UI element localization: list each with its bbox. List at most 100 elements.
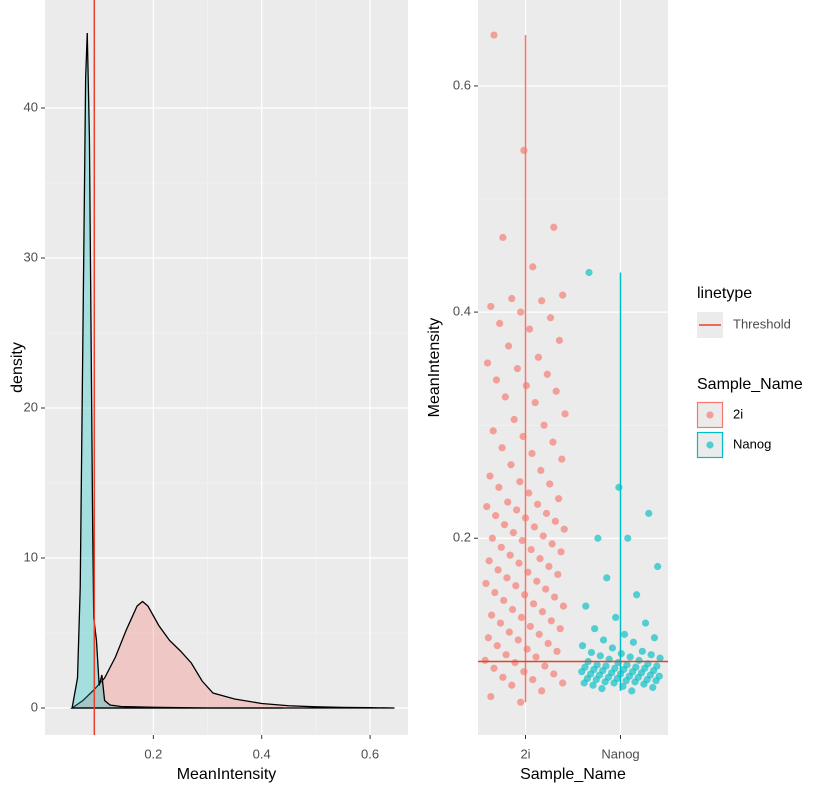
x-tick-label: 0.6 (361, 746, 379, 761)
point (492, 376, 501, 384)
point (548, 540, 556, 548)
point (492, 512, 500, 520)
point (499, 233, 507, 242)
legend-label: Nanog (733, 436, 771, 451)
point (620, 630, 629, 638)
point (507, 461, 515, 469)
point (514, 636, 522, 644)
y-tick-label: 40 (24, 99, 38, 114)
point (624, 534, 632, 542)
point (525, 325, 534, 333)
density-area (71, 32, 284, 709)
point (487, 302, 495, 311)
point (543, 370, 551, 378)
point (529, 600, 538, 608)
point (498, 444, 506, 452)
x-axis-title: Sample_Name (520, 766, 626, 783)
legend-title: linetype (697, 285, 752, 302)
point (640, 680, 648, 688)
point (511, 659, 519, 667)
point (615, 483, 623, 491)
point (485, 557, 493, 565)
point (508, 294, 516, 303)
y-tick-label: 0.2 (453, 530, 471, 545)
point (654, 562, 662, 571)
point (542, 509, 551, 517)
point (487, 611, 496, 619)
point (559, 602, 568, 610)
point (542, 585, 550, 593)
point (556, 625, 564, 633)
point (494, 566, 502, 574)
point (487, 692, 495, 701)
point (626, 653, 634, 661)
point (582, 602, 590, 610)
point (488, 534, 496, 542)
point (500, 521, 509, 529)
point (555, 495, 563, 503)
legend-title: Sample_Name (697, 376, 803, 393)
point (501, 393, 509, 401)
point (558, 455, 566, 463)
point (629, 638, 638, 646)
point (545, 562, 553, 571)
point (560, 525, 568, 533)
point (526, 622, 534, 631)
legend-label: Threshold (733, 316, 791, 331)
point (513, 506, 521, 514)
point (508, 681, 516, 689)
point (647, 651, 655, 659)
point (510, 415, 518, 424)
point (596, 652, 604, 660)
point (517, 698, 525, 706)
point (490, 31, 498, 39)
point (481, 656, 489, 664)
point (504, 498, 512, 506)
point (622, 677, 630, 685)
point (546, 314, 555, 322)
point (520, 146, 528, 154)
point (540, 421, 548, 429)
point (529, 675, 537, 684)
point (550, 223, 558, 231)
point (617, 649, 625, 658)
point (505, 628, 513, 636)
point (585, 268, 593, 277)
point (527, 545, 535, 554)
point (598, 685, 606, 693)
point (530, 523, 538, 531)
point (521, 591, 529, 599)
point (557, 548, 565, 556)
point (491, 588, 499, 597)
point (496, 619, 505, 627)
point (650, 634, 659, 642)
point (578, 642, 587, 650)
point (601, 678, 609, 686)
legend-label: 2i (733, 406, 743, 421)
point (525, 489, 533, 497)
point (509, 528, 517, 537)
point (500, 596, 508, 605)
point (483, 359, 492, 367)
point (517, 308, 525, 316)
point (502, 651, 510, 659)
point (580, 679, 588, 687)
y-tick-label: 10 (24, 549, 38, 564)
point (649, 683, 657, 692)
point (641, 619, 650, 627)
point (531, 398, 539, 407)
x-tick-label: Nanog (601, 746, 639, 761)
point (652, 677, 660, 685)
point (546, 480, 554, 488)
point (591, 625, 599, 633)
point (638, 647, 646, 655)
point (508, 605, 517, 614)
point (532, 653, 540, 661)
point (529, 263, 537, 271)
point (518, 536, 526, 545)
point (534, 500, 542, 508)
point (535, 630, 543, 638)
y-tick-label: 30 (24, 249, 38, 264)
legend-key (696, 401, 724, 429)
